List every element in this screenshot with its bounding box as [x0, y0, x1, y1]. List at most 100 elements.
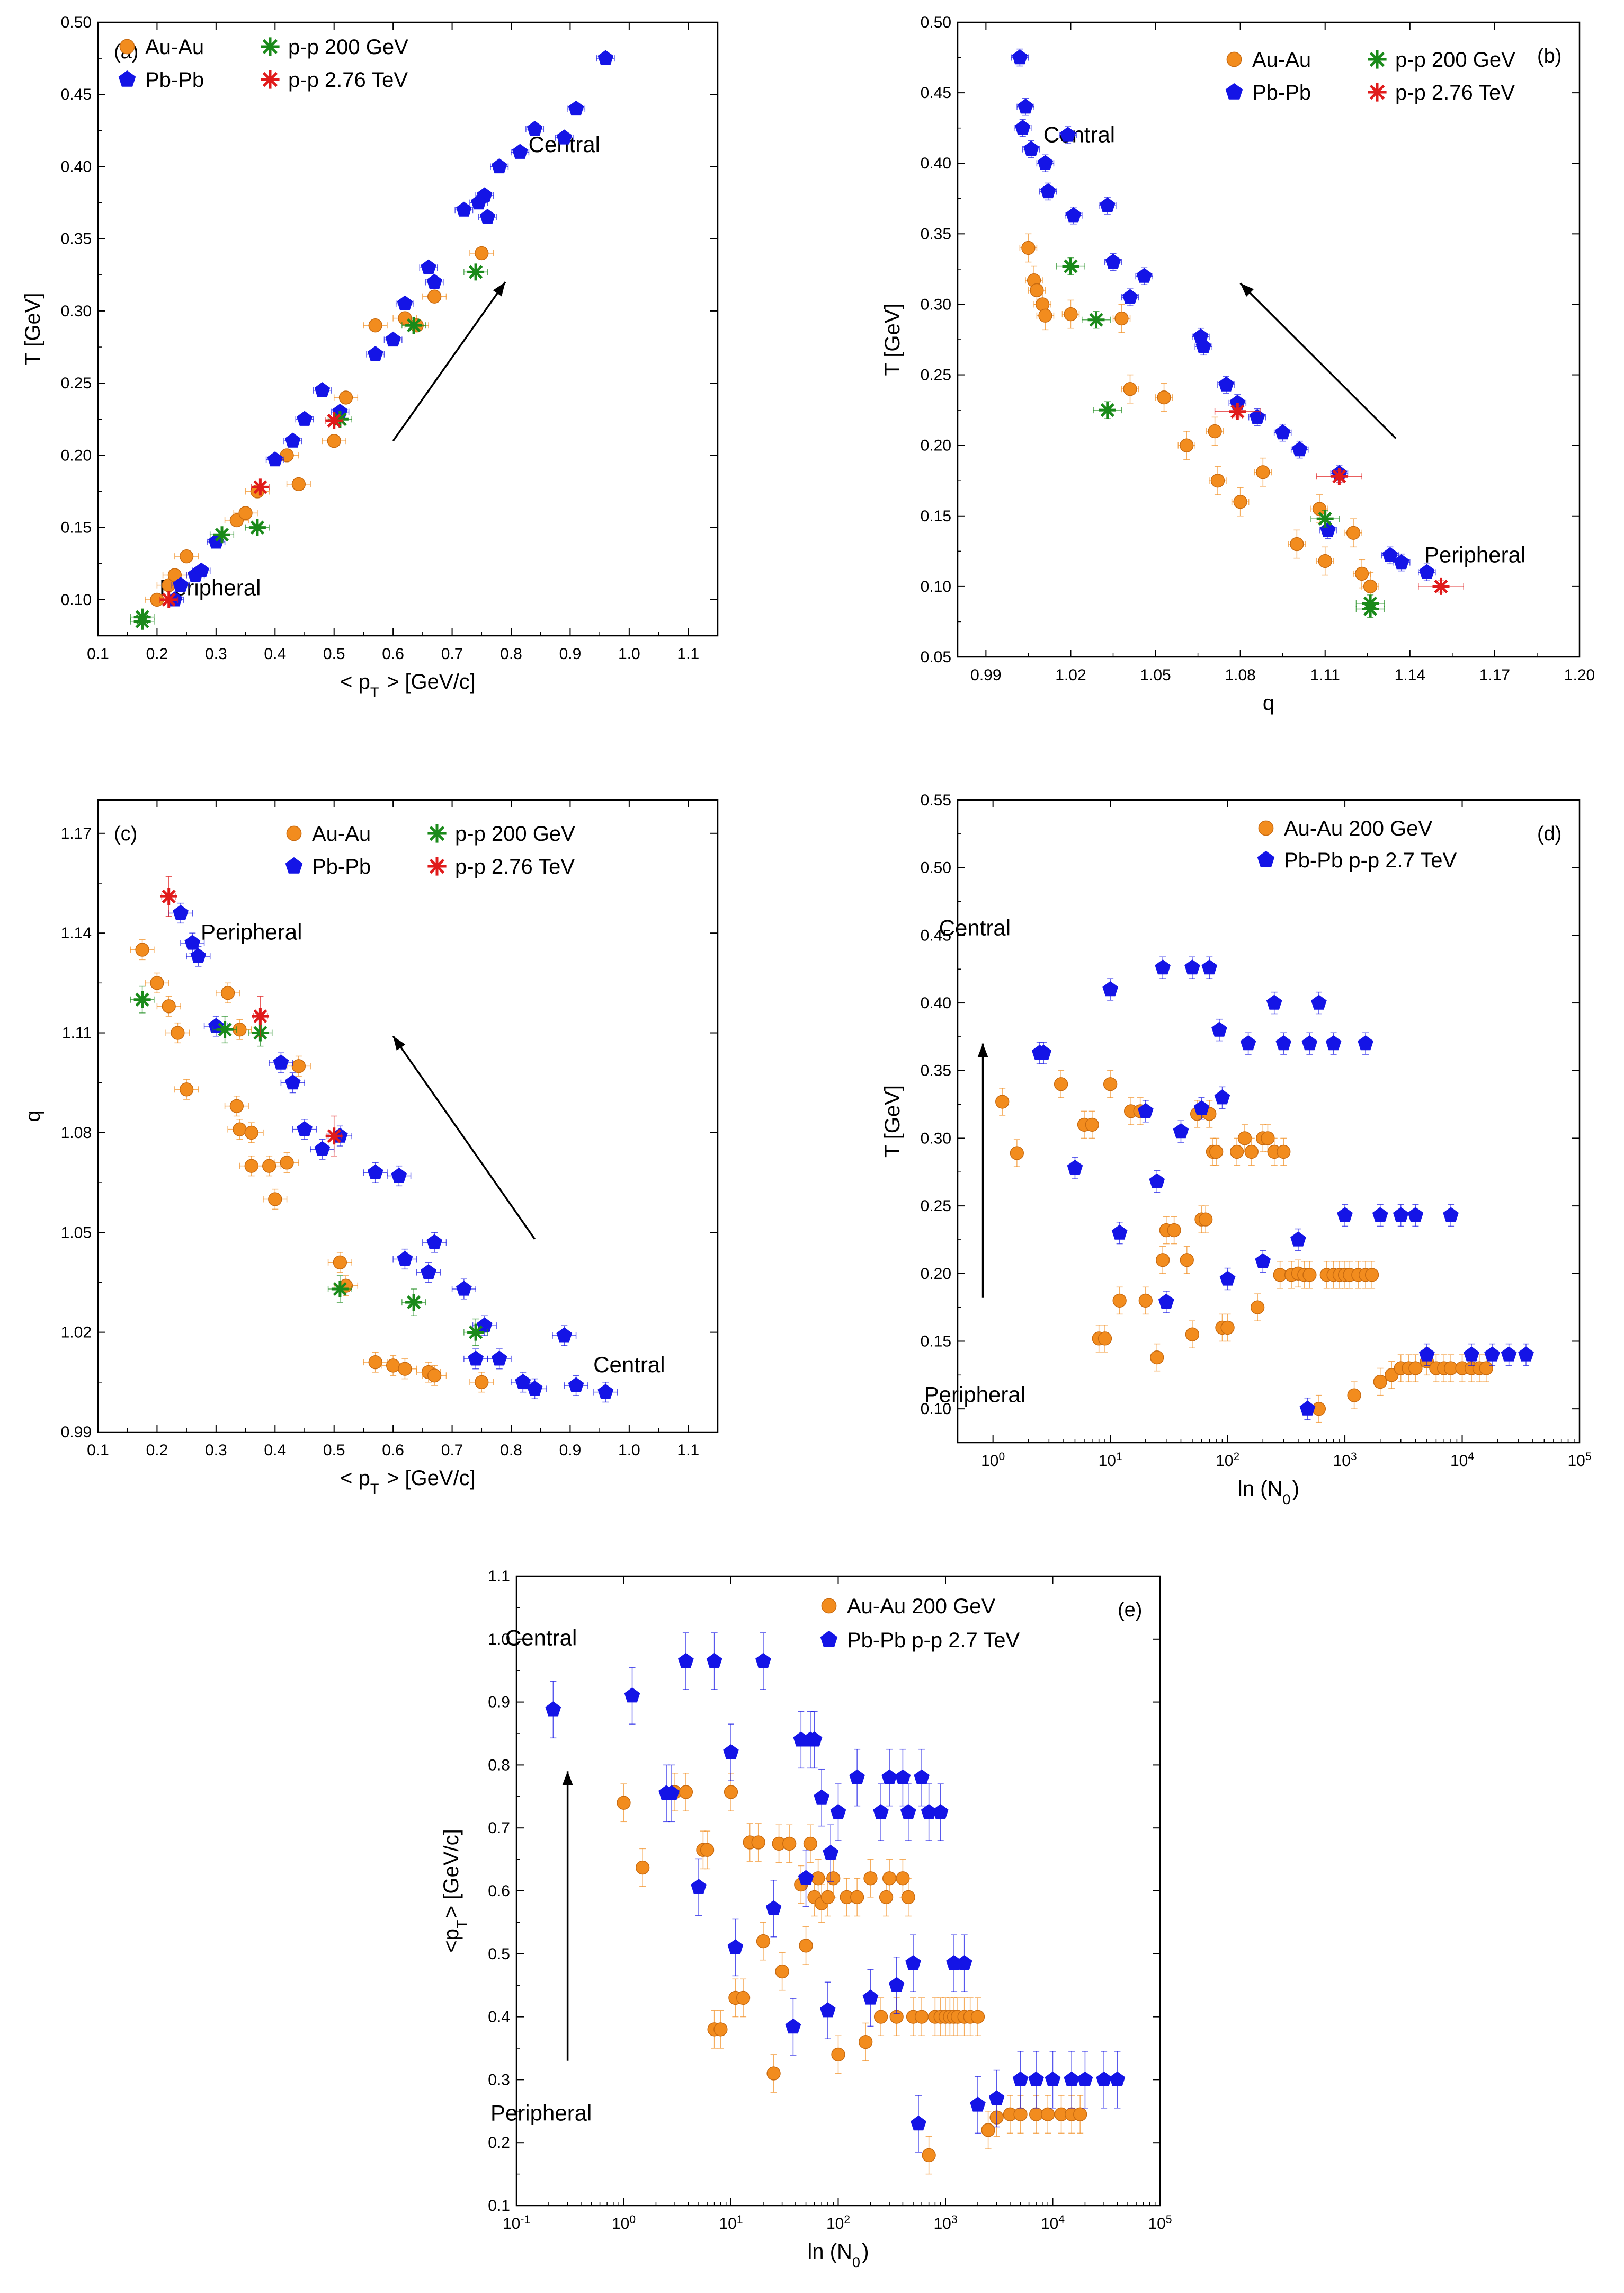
- data-point: [1137, 1103, 1154, 1118]
- x-tick-label: 0.5: [323, 645, 345, 663]
- annotation-central: Central: [939, 915, 1011, 940]
- data-point: [368, 1355, 382, 1370]
- data-point: [284, 432, 301, 448]
- data-point: [1099, 402, 1116, 419]
- x-tick-label: 100: [981, 1451, 1005, 1470]
- data-point: [1312, 502, 1327, 516]
- legend: Au-Au p-p 200 GeV Pb-Pb p-p 2.76 TeV: [118, 35, 408, 92]
- data-point: [1167, 1223, 1181, 1238]
- legend-entry: p-p 200 GeV: [1395, 48, 1515, 72]
- data-point: [814, 1789, 829, 1805]
- data-point: [1311, 994, 1327, 1010]
- legend: Au-Au p-p 200 GeV Pb-Pb p-p 2.76 TeV: [285, 822, 575, 878]
- legend-entry: Pb-Pb p-p 2.7 TeV: [1284, 849, 1457, 872]
- y-tick-label: 0.9: [488, 1694, 510, 1711]
- legend-entry: Au-Au: [145, 35, 204, 59]
- x-tick-label: 1.11: [1310, 666, 1340, 684]
- data-point: [173, 904, 189, 920]
- data-point: [1136, 268, 1153, 283]
- x-tick-label: 1.08: [1225, 666, 1255, 684]
- data-point: [724, 1785, 738, 1799]
- data-point: [755, 1652, 771, 1668]
- data-point: [1185, 1327, 1200, 1341]
- data-point: [1103, 1077, 1118, 1091]
- data-point: [775, 1964, 789, 1979]
- data-point: [988, 2090, 1005, 2105]
- legend-marker: [427, 857, 447, 876]
- data-point: [338, 390, 353, 405]
- data-point: [1014, 120, 1031, 135]
- x-tick-label: 0.99: [970, 666, 1001, 684]
- data-point: [193, 562, 209, 577]
- data-point: [391, 1167, 407, 1183]
- data-point: [900, 1803, 916, 1819]
- y-tick-label: 0.40: [921, 155, 951, 172]
- data-point: [1012, 49, 1028, 65]
- data-point: [568, 100, 584, 116]
- data-point: [162, 999, 176, 1014]
- y-tick-label: 0.30: [921, 1130, 951, 1147]
- data-point: [470, 194, 487, 210]
- y-tick-label: 0.20: [921, 437, 951, 455]
- series-p-p-2-76-tev: [1214, 403, 1464, 595]
- x-tick-label: 1.1: [677, 1442, 699, 1459]
- x-axis-label: ln (N0 ): [807, 2240, 869, 2270]
- data-point: [160, 888, 177, 905]
- data-point: [244, 1159, 258, 1173]
- data-point: [216, 1021, 234, 1038]
- data-point: [1211, 1021, 1227, 1037]
- x-axis-label: < pT > [GeV/c]: [340, 670, 476, 700]
- data-point: [1393, 1207, 1409, 1222]
- data-point: [252, 1008, 269, 1025]
- data-point: [398, 1362, 412, 1376]
- legend: Au-Au 200 GeV Pb-Pb p-p 2.7 TeV: [820, 1595, 1020, 1652]
- data-point: [1408, 1361, 1423, 1375]
- x-tick-label: 103: [1333, 1451, 1357, 1470]
- data-point: [1123, 382, 1137, 396]
- y-tick-label: 0.50: [61, 14, 92, 31]
- x-tick-label: 0.4: [264, 1442, 286, 1459]
- y-tick-label: 0.35: [921, 1062, 951, 1080]
- data-point: [1219, 1270, 1236, 1286]
- y-tick-label: 0.25: [921, 1197, 951, 1215]
- data-point: [1199, 1212, 1213, 1227]
- data-point: [1041, 2107, 1055, 2121]
- data-point: [1382, 547, 1398, 562]
- x-tick-label: 0.9: [559, 1442, 582, 1459]
- annotation-peripheral: Peripheral: [924, 1382, 1025, 1407]
- x-tick-label: 0.3: [205, 1442, 227, 1459]
- data-point: [1220, 1320, 1235, 1335]
- data-point: [1501, 1346, 1517, 1362]
- data-point: [171, 1026, 185, 1040]
- data-point: [160, 591, 177, 608]
- data-point: [545, 1701, 561, 1717]
- data-point: [806, 1731, 823, 1747]
- legend-entry: Au-Au: [1252, 48, 1311, 72]
- data-point: [782, 1836, 797, 1851]
- data-point: [1029, 2107, 1043, 2121]
- data-point: [956, 1954, 972, 1970]
- data-point: [1100, 197, 1116, 212]
- data-point: [1155, 959, 1171, 975]
- data-point: [1021, 241, 1036, 255]
- data-point: [1233, 495, 1247, 509]
- data-point: [1102, 981, 1118, 997]
- y-tick-label: 0.3: [488, 2071, 510, 2088]
- series-p-p-2-76-tev: [160, 876, 343, 1157]
- panel-label: (e): [1118, 1599, 1142, 1621]
- data-point: [1149, 1173, 1165, 1188]
- x-tick-label: 100: [612, 2214, 636, 2233]
- data-point: [911, 2115, 926, 2131]
- legend-marker: [261, 70, 280, 89]
- data-point: [291, 477, 306, 492]
- y-tick-label: 1.08: [61, 1124, 92, 1142]
- data-point: [811, 1871, 825, 1886]
- data-point: [475, 1375, 489, 1389]
- legend-marker: [1258, 820, 1274, 836]
- legend-entry: Pb-Pb: [145, 68, 204, 92]
- data-point: [527, 1380, 543, 1396]
- data-point: [617, 1796, 631, 1810]
- series-pb-pb-p-p-2-7-tev: [545, 1632, 1126, 2153]
- y-tick-label: 0.5: [488, 1945, 510, 1963]
- data-point: [1097, 1331, 1112, 1346]
